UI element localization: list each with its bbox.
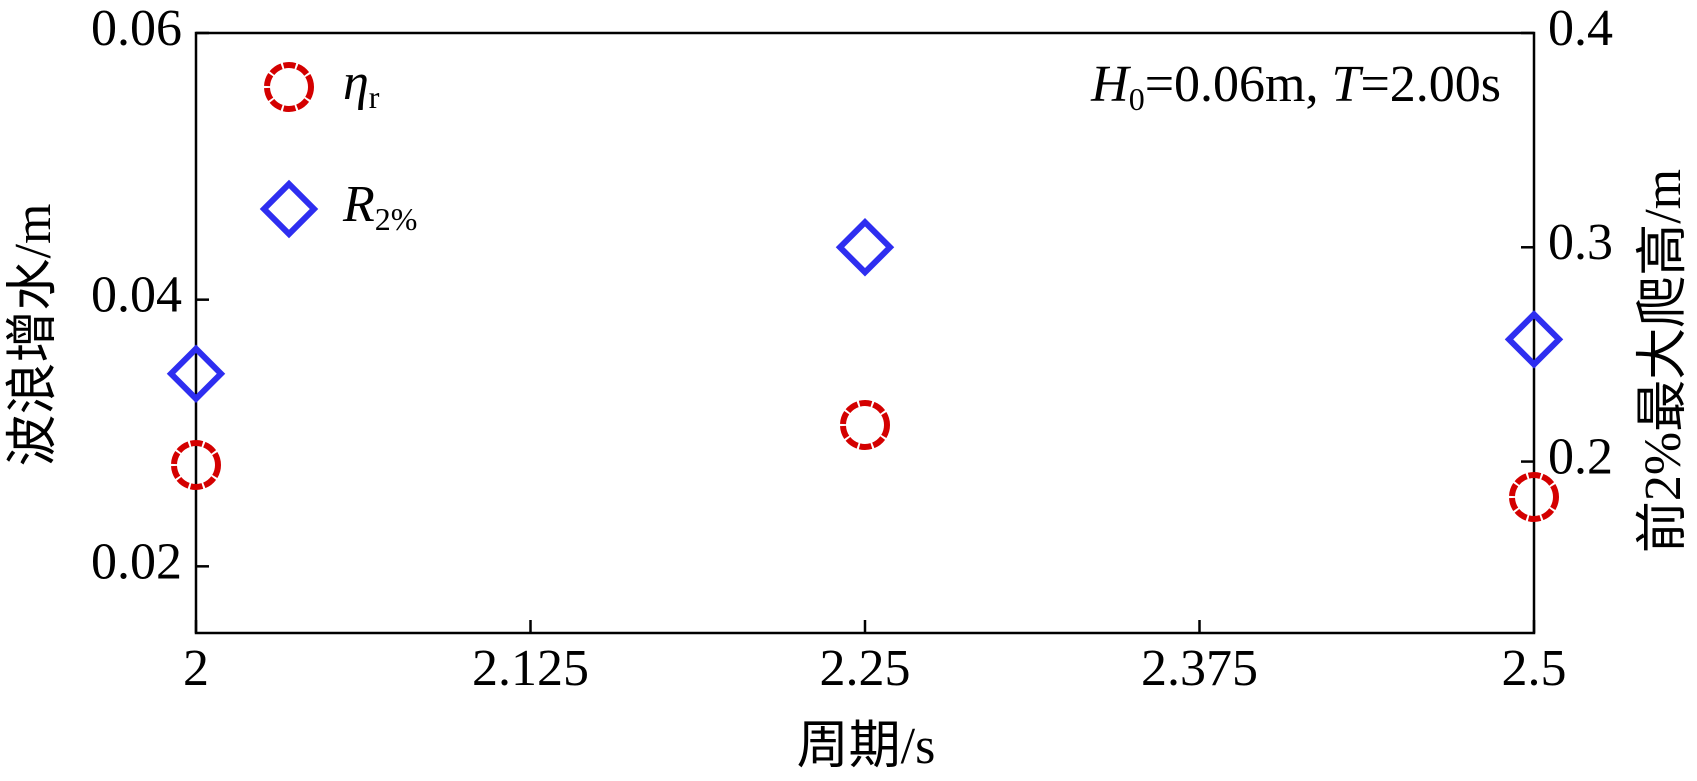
- y-axis-label: 波浪增水/m: [5, 204, 62, 467]
- annotation-part: H: [1090, 56, 1131, 113]
- y-tick-label: 0.04: [91, 267, 182, 324]
- x-tick-label: 2.25: [820, 640, 911, 697]
- diamond-marker: [835, 218, 895, 277]
- annotation: H0=0.06m, T=2.00s: [1090, 56, 1501, 117]
- x-tick-label: 2.375: [1141, 640, 1258, 697]
- legend-subscript: r: [369, 79, 380, 115]
- circle-marker: [171, 440, 221, 490]
- legend-marker: [264, 62, 314, 112]
- x-tick-label: 2: [183, 640, 209, 697]
- y2-tick-label: 0.4: [1548, 0, 1613, 57]
- legend-subscript: 2%: [375, 201, 418, 237]
- annotation-part: T: [1332, 56, 1364, 113]
- y2-axis-label: 前2%最大爬高/m: [1635, 169, 1692, 553]
- legend-marker: [259, 179, 319, 239]
- y2-tick-label: 0.3: [1548, 214, 1613, 271]
- annotation-part: =2.00s: [1360, 56, 1501, 113]
- y-tick-label: 0.06: [91, 0, 182, 57]
- circle-marker: [840, 400, 890, 450]
- diamond-marker: [166, 344, 226, 403]
- legend-name: R: [342, 176, 375, 233]
- legend-label: R2%: [342, 176, 417, 237]
- x-tick-label: 2.5: [1502, 640, 1567, 697]
- legend-label: ηr: [343, 54, 380, 115]
- circle-marker: [1509, 472, 1559, 522]
- y2-tick-label: 0.2: [1548, 429, 1613, 486]
- x-axis-label: 周期/s: [797, 718, 936, 775]
- y-tick-label: 0.02: [91, 533, 182, 590]
- legend-name: η: [343, 54, 369, 111]
- plot-frame: [194, 31, 1536, 635]
- annotation-part: 0: [1129, 81, 1145, 117]
- x-tick-label: 2.125: [472, 640, 589, 697]
- diamond-marker: [1504, 310, 1564, 369]
- annotation-part: =0.06m,: [1145, 56, 1332, 113]
